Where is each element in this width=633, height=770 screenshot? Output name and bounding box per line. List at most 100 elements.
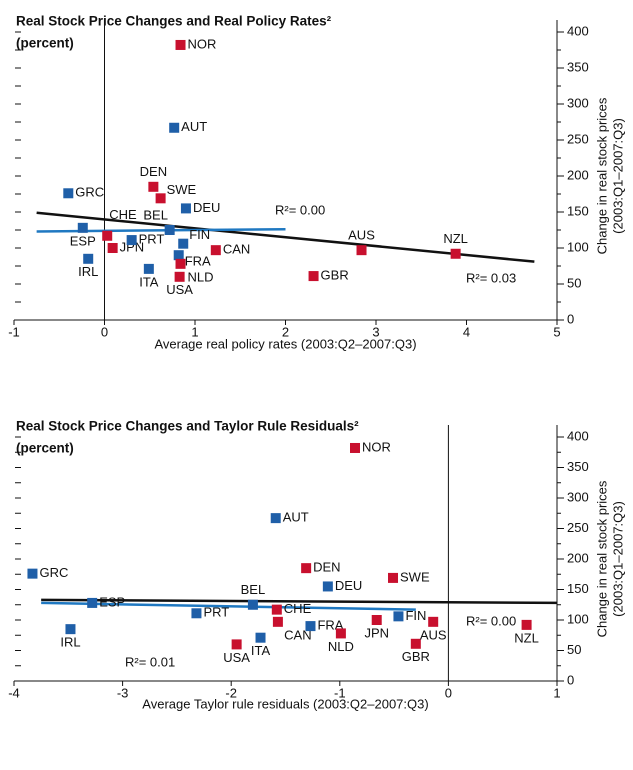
point [174,271,185,282]
point-label: USA [223,650,250,665]
y-tick-label: 300 [567,489,589,504]
point [102,230,113,241]
point-label: AUS [348,228,375,243]
point [272,616,283,627]
y-tick-label: 100 [567,239,589,254]
fit-line [41,598,558,605]
point-label: NZL [443,231,468,246]
x-tick-label: 1 [553,685,560,700]
point-label: PRT [139,232,165,247]
point [231,639,242,650]
point-label: GBR [321,268,349,283]
y-axis-label: Change in real stock prices [594,97,609,254]
fit-line [41,601,416,611]
point-label: DEN [140,164,167,179]
y-tick-label: 350 [567,459,589,474]
x-axis-label: Average real policy rates (2003:Q2–2007:… [154,336,416,351]
point [301,563,312,574]
point-label: CAN [284,627,311,642]
point-label: GRC [75,185,104,200]
point [63,188,74,199]
y-axis-label: Change in real stock prices [594,480,609,637]
point [169,122,180,133]
point [178,238,189,249]
point-label: FIN [189,227,210,242]
point-label: CAN [223,242,250,257]
point-label: NOR [188,36,217,51]
y-tick-label: 200 [567,167,589,182]
y-tick-label: 150 [567,581,589,596]
y-tick-label: 0 [567,311,574,326]
point-label: JPN [120,239,145,254]
point-label: FIN [405,608,426,623]
point [126,235,137,246]
annotation: R²= 0.03 [466,270,516,285]
point [164,225,175,235]
point-label: CHE [284,601,312,616]
point [271,604,282,615]
x-tick-label: 2 [282,324,289,339]
point-label: IRL [78,264,98,279]
y-tick-label: 250 [567,131,589,146]
point-label: JPN [364,625,389,640]
chart-subtitle: (percent) [16,36,74,51]
point-label: IRL [60,635,80,650]
point-label: FRA [185,254,211,269]
y-tick-label: 350 [567,59,589,74]
y-axis-label: (2003:Q1–2007:Q3) [610,501,625,617]
y-tick-label: 200 [567,550,589,565]
point [450,248,461,259]
point [521,619,532,630]
annotation: R²= 0.00 [466,613,516,628]
x-tick-label: 5 [553,324,560,339]
x-tick-label: 4 [463,324,470,339]
point-label: ITA [139,274,159,289]
point [87,597,98,608]
point [107,243,118,253]
point-label: ESP [70,233,96,248]
point-label: SWE [167,182,197,197]
point [356,245,367,256]
point [175,39,186,50]
x-tick-label: -4 [8,685,20,700]
x-tick-label: -2 [225,685,237,700]
point [305,621,316,632]
annotation: R²= 0.00 [275,202,325,217]
point [210,245,221,256]
point [148,181,159,192]
point [270,513,281,524]
point-label: USA [166,282,193,297]
point-label: ESP [99,594,125,609]
y-tick-label: 300 [567,95,589,110]
point-label: AUS [420,627,447,642]
point [175,258,186,269]
point-label: PRT [203,605,229,620]
point [247,599,258,610]
point-label: CHE [109,207,137,222]
point-label: AUT [181,119,207,134]
point-label: NZL [514,630,539,645]
y-axis-label: (2003:Q1–2007:Q3) [610,118,625,234]
point-label: NOR [362,439,391,454]
x-tick-label: -3 [117,685,129,700]
chart-subtitle: (percent) [16,441,74,456]
point-label: DEN [313,560,340,575]
point-label: BEL [241,582,266,597]
y-tick-label: 50 [567,642,581,657]
chart-title: Real Stock Price Changes and Taylor Rule… [16,419,359,434]
point-label: DEU [193,200,220,215]
point-label: GBR [402,649,430,664]
point [393,611,404,622]
point [371,615,382,625]
y-tick-label: 400 [567,428,589,443]
y-tick-label: 0 [567,672,574,687]
annotation: R²= 0.01 [125,654,175,669]
y-tick-label: 250 [567,520,589,535]
x-tick-label: 0 [445,685,452,700]
point [180,203,191,214]
x-axis-label: Average Taylor rule residuals (2003:Q2–2… [142,696,428,711]
point [350,442,361,453]
point-label: BEL [143,207,168,222]
x-tick-label: 0 [101,324,108,339]
